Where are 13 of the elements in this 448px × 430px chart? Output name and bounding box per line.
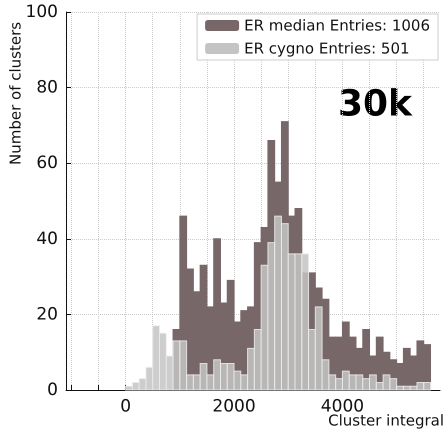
y-tick-label: 100	[26, 2, 58, 22]
y-axis-title: Number of clusters	[6, 22, 24, 165]
y-tick-label: 80	[36, 78, 58, 98]
x-tick-label: 2000	[212, 396, 256, 416]
annotation: 30k	[338, 84, 414, 124]
y-tick-label: 0	[47, 380, 58, 400]
legend-label: ER cygno Entries: 501	[244, 40, 410, 58]
y-tick-label: 60	[36, 153, 58, 174]
x-tick-label: 0	[120, 396, 132, 416]
y-tick-label: 40	[36, 228, 58, 249]
x-axis-title: Cluster integral	[328, 412, 444, 430]
y-tick-label: 20	[36, 304, 58, 324]
legend-label: ER median Entries: 1006	[244, 16, 430, 34]
